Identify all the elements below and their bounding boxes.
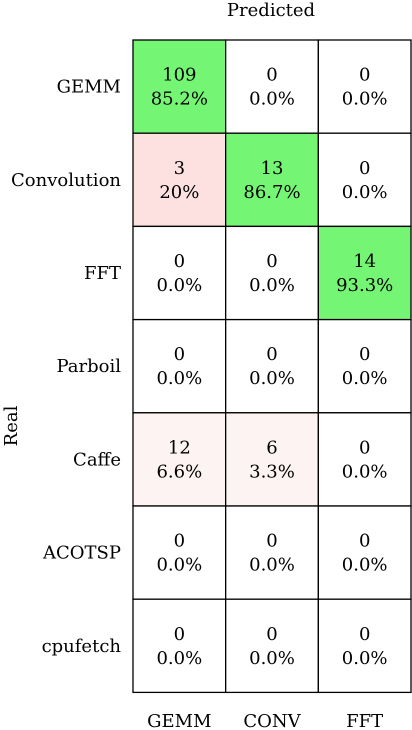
matrix-cell — [225, 39, 319, 134]
cell-count-label: 0 — [266, 624, 277, 645]
cell-percent-label: 0.0% — [342, 368, 388, 389]
matrix-cell — [317, 505, 412, 600]
row-label: Convolution — [11, 170, 121, 191]
matrix-cell — [317, 225, 412, 321]
cell-count-label: 3 — [174, 158, 185, 179]
matrix-cell — [225, 598, 319, 694]
matrix-cell — [132, 318, 227, 414]
cell-count-label: 0 — [359, 344, 370, 365]
cell-percent-label: 0.0% — [156, 648, 202, 669]
cell-percent-label: 0.0% — [342, 555, 388, 576]
row-label: ACOTSP — [42, 543, 121, 564]
matrix-cell — [317, 598, 412, 694]
cell-percent-label: 6.6% — [156, 461, 202, 482]
matrix-cell — [132, 132, 227, 228]
cell-percent-label: 0.0% — [156, 555, 202, 576]
cell-percent-label: 0.0% — [249, 275, 295, 296]
column-label: GEMM — [147, 711, 211, 730]
cell-percent-label: 0.0% — [342, 182, 388, 203]
cell-percent-label: 0.0% — [249, 89, 295, 110]
row-labels: GEMM Convolution FFT Parboil Caffe ACOTSP cpuf… — [11, 77, 121, 657]
cell-count-label: 0 — [174, 624, 185, 645]
matrix-cell — [132, 225, 227, 321]
row-label: Parboil — [56, 356, 121, 377]
cell-percent-label: 86.7% — [243, 182, 300, 203]
cell-count-label: 12 — [168, 437, 191, 458]
matrix-cell — [317, 412, 412, 507]
cell-percent-label: 0.0% — [249, 368, 295, 389]
cell-count-label: 0 — [266, 344, 277, 365]
cell-percent-label: 20% — [159, 182, 199, 203]
matrix-cell — [225, 505, 319, 600]
cell-percent-label: 0.0% — [342, 89, 388, 110]
column-label: CONV — [243, 711, 301, 730]
y-axis-title: Real — [1, 405, 22, 446]
cell-percent-label: 0.0% — [249, 648, 295, 669]
row-label: FFT — [84, 263, 121, 284]
matrix-cell — [225, 132, 319, 228]
cell-count-label: 0 — [359, 65, 370, 86]
matrix-cell — [225, 225, 319, 321]
row-label: cpufetch — [42, 636, 122, 657]
cell-percent-label: 0.0% — [249, 555, 295, 576]
cell-count-label: 0 — [266, 531, 277, 552]
cell-count-label: 0 — [359, 531, 370, 552]
cell-count-label: 14 — [353, 251, 376, 272]
matrix-cells: 109 85.2% 0 0.0% 0 0.0% 3 20% 13 86.7% 0 0.0% 0 0.0% 0… — [132, 39, 412, 694]
cell-percent-label: 93.3% — [336, 275, 393, 296]
cell-percent-label: 85.2% — [151, 89, 208, 110]
matrix-cell — [317, 39, 412, 134]
cell-count-label: 0 — [359, 624, 370, 645]
cell-percent-label: 0.0% — [342, 648, 388, 669]
cell-percent-label: 3.3% — [249, 461, 295, 482]
x-axis-title: Predicted — [227, 0, 315, 21]
matrix-cell — [225, 412, 319, 507]
matrix-cell — [132, 39, 227, 134]
cell-percent-label: 0.0% — [342, 461, 388, 482]
cell-count-label: 13 — [261, 158, 284, 179]
row-label: GEMM — [57, 77, 121, 98]
cell-count-label: 0 — [359, 437, 370, 458]
matrix-cell — [317, 318, 412, 414]
matrix-cell — [132, 598, 227, 694]
matrix-cell — [132, 505, 227, 600]
cell-count-label: 0 — [266, 251, 277, 272]
cell-count-label: 6 — [266, 437, 277, 458]
cell-count-label: 0 — [174, 531, 185, 552]
cell-count-label: 0 — [266, 65, 277, 86]
cell-count-label: 109 — [162, 65, 196, 86]
cell-count-label: 0 — [174, 251, 185, 272]
matrix-cell — [317, 132, 412, 228]
cell-percent-label: 0.0% — [156, 275, 202, 296]
cell-percent-label: 0.0% — [156, 368, 202, 389]
column-label: FFT — [346, 711, 383, 730]
cell-count-label: 0 — [359, 158, 370, 179]
matrix-cell — [225, 318, 319, 414]
row-label: Caffe — [73, 449, 121, 470]
column-labels: GEMM CONV FFT — [147, 711, 383, 730]
cell-count-label: 0 — [174, 344, 185, 365]
matrix-cell — [132, 412, 227, 507]
